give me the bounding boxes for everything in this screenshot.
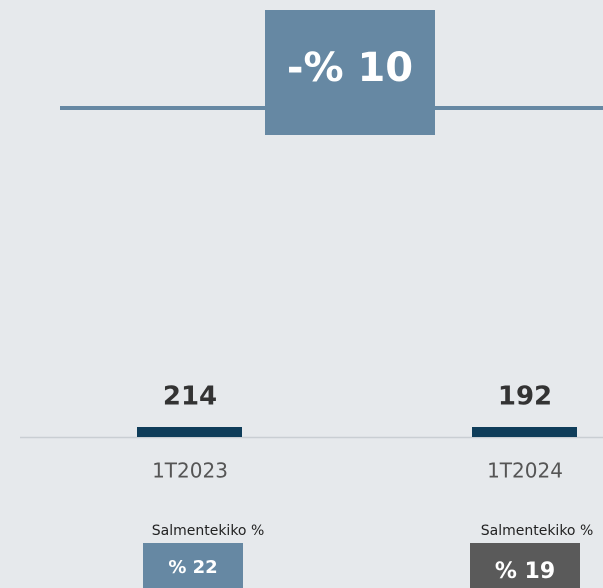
period-label: 1T2023 (152, 459, 228, 483)
metric-label: Salmentekiko % (152, 523, 265, 539)
period-label: 1T2024 (487, 459, 563, 483)
metric-box (143, 543, 243, 588)
period-value: 214 (163, 382, 217, 412)
metric-box (470, 543, 580, 588)
metric-value: % 19 (495, 559, 555, 584)
change-box (265, 10, 435, 135)
period-value: 192 (498, 382, 552, 412)
metric-value: % 22 (168, 557, 217, 578)
period-bar (472, 427, 577, 437)
period-bar (137, 427, 242, 437)
change-value: -% 10 (287, 45, 413, 91)
metric-label: Salmentekiko % (481, 523, 594, 539)
